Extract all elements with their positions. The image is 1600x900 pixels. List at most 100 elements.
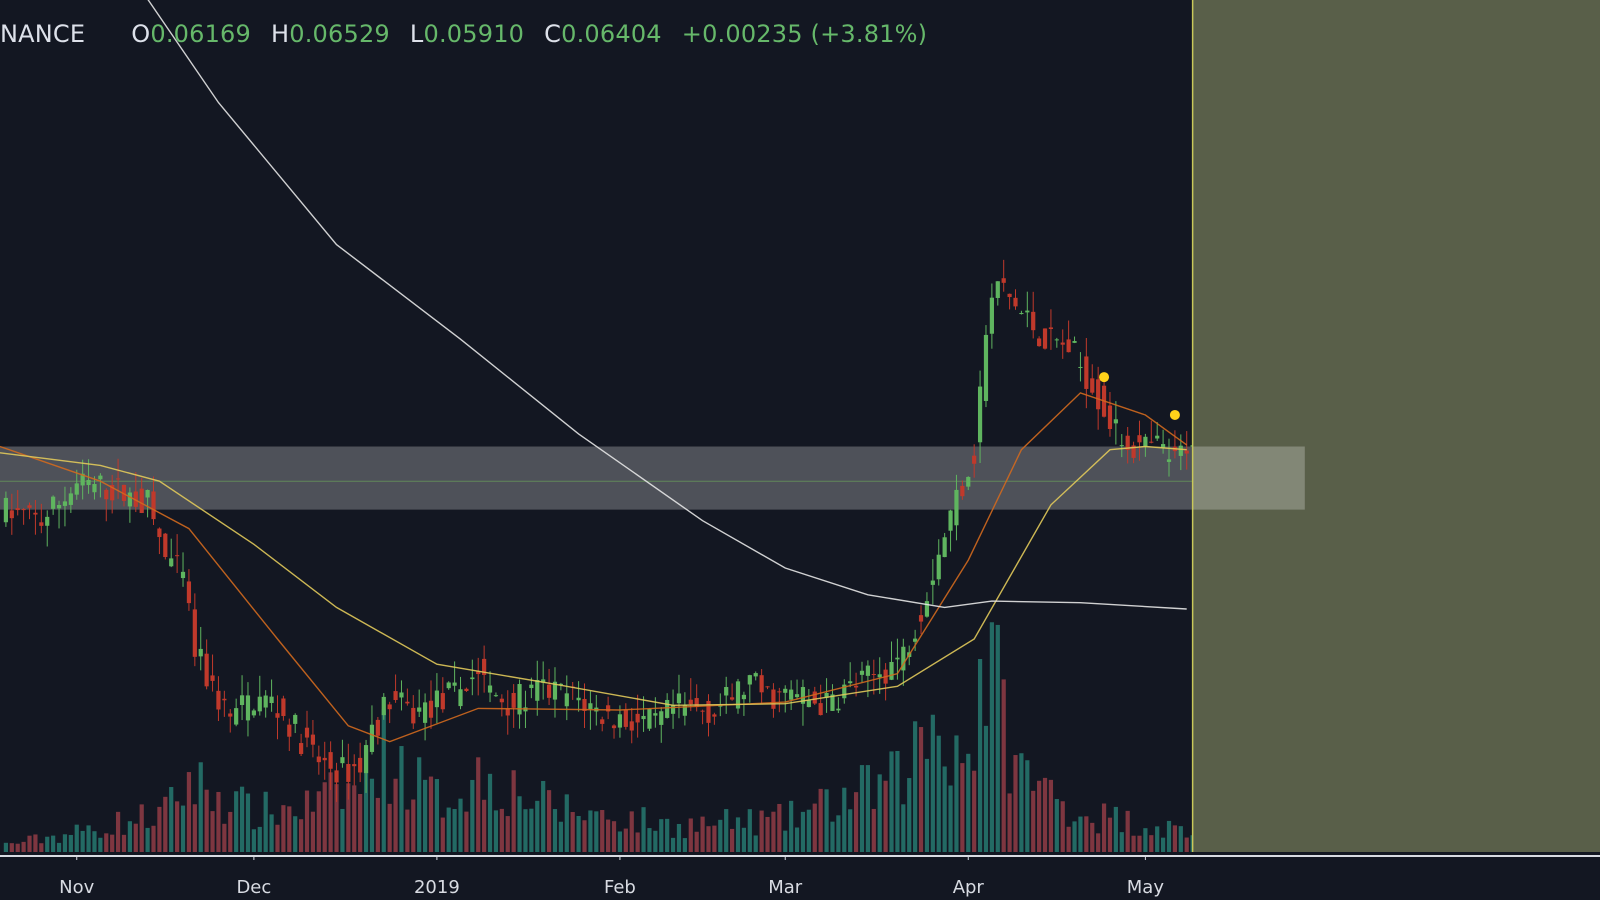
candle-body	[310, 734, 316, 745]
volume-bar	[1131, 835, 1136, 852]
candle-body	[56, 505, 62, 509]
volume-bar	[281, 805, 286, 852]
volume-bar	[375, 797, 380, 852]
volume-bar	[74, 824, 79, 852]
volume-bar	[257, 826, 262, 852]
candle-body	[877, 674, 882, 678]
volume-bar	[936, 735, 941, 852]
candle-body	[115, 478, 121, 480]
time-axis-label: Mar	[768, 877, 803, 898]
volume-bar	[759, 810, 764, 852]
volume-bar	[204, 789, 209, 852]
candle-body	[936, 554, 941, 580]
candle-body	[68, 493, 73, 505]
candle-body	[1096, 379, 1101, 410]
candle-body	[1025, 310, 1030, 313]
candle-body	[1131, 445, 1136, 458]
time-axis[interactable]: Nov Dec 2019 Feb Mar Apr May	[0, 855, 1600, 900]
candle-body	[381, 696, 386, 716]
candle-body	[1066, 339, 1071, 353]
volume-bar	[972, 770, 977, 852]
volume-bar	[1155, 826, 1160, 852]
volume-bar	[1113, 806, 1118, 852]
candle-body	[234, 708, 239, 725]
candle-body	[204, 653, 209, 687]
ma-short-line	[0, 392, 1188, 743]
volume-bar	[393, 778, 398, 852]
candle-body	[759, 675, 764, 693]
candle-body	[1137, 435, 1142, 443]
candle-body	[611, 725, 617, 729]
volume-bar	[694, 831, 699, 852]
close-label: C	[544, 20, 562, 48]
volume-bar	[110, 834, 115, 852]
volume-bar	[529, 808, 534, 852]
volume-bar	[718, 819, 723, 852]
candle-body	[676, 693, 682, 704]
candle-body	[1125, 435, 1130, 450]
volume-bar	[399, 746, 404, 852]
open-value: 0.06169	[150, 20, 251, 48]
candle-body	[470, 677, 475, 680]
volume-bar	[210, 811, 215, 852]
candle-body	[322, 757, 327, 761]
candle-body	[901, 646, 906, 671]
candle-body	[1037, 338, 1042, 347]
candle-body	[558, 683, 563, 686]
candle-body	[163, 533, 168, 558]
candle-body	[411, 707, 416, 724]
volume-bar	[251, 829, 256, 852]
volume-bar	[1090, 822, 1095, 852]
volume-bar	[558, 821, 563, 852]
volume-bar	[1107, 817, 1113, 852]
volume-bar	[1066, 826, 1071, 852]
candle-body	[741, 694, 747, 700]
volume-bar	[789, 800, 794, 852]
candle-body	[1155, 435, 1160, 439]
candle-body	[954, 489, 959, 526]
candle-body	[517, 684, 522, 715]
candle-body	[871, 674, 876, 676]
volume-bar	[641, 807, 646, 852]
volume-bar	[299, 819, 304, 852]
volume-bar	[482, 799, 487, 852]
volume-bar	[104, 833, 109, 852]
volume-bar	[895, 750, 900, 852]
volume-bar	[682, 838, 687, 852]
candle-body	[730, 697, 735, 700]
volume-bar	[1025, 760, 1030, 852]
candle-body	[104, 489, 109, 500]
candle-body	[830, 694, 835, 711]
candle-body	[251, 710, 256, 716]
volume-bar	[334, 784, 339, 852]
candle-body	[712, 714, 717, 717]
candle-body	[960, 485, 965, 497]
volume-bar	[1160, 837, 1166, 852]
candle-body	[39, 522, 44, 526]
candle-body	[1084, 356, 1089, 389]
candle-body	[836, 708, 841, 711]
candle-body	[476, 671, 481, 675]
volume-bar	[1072, 821, 1077, 852]
volume-bar	[186, 772, 192, 852]
volume-bar	[735, 817, 741, 852]
candle-body	[1031, 311, 1036, 331]
candle-body	[948, 510, 953, 531]
volume-bar	[322, 782, 327, 852]
close-value: 0.06404	[561, 20, 662, 48]
volume-bar	[269, 814, 274, 852]
volume-bar	[352, 785, 357, 852]
candle-body	[98, 475, 103, 480]
volume-bar	[263, 791, 268, 852]
moving-averages	[0, 0, 1188, 743]
candle-body	[629, 721, 634, 731]
volume-bar	[883, 780, 888, 852]
volume-bar	[995, 624, 1000, 852]
candle-body	[304, 727, 310, 738]
candle-body	[428, 700, 434, 718]
candle-body	[422, 702, 428, 723]
time-axis-label: Nov	[59, 877, 94, 898]
volume-bar	[582, 820, 587, 852]
volume-bar	[730, 828, 735, 852]
